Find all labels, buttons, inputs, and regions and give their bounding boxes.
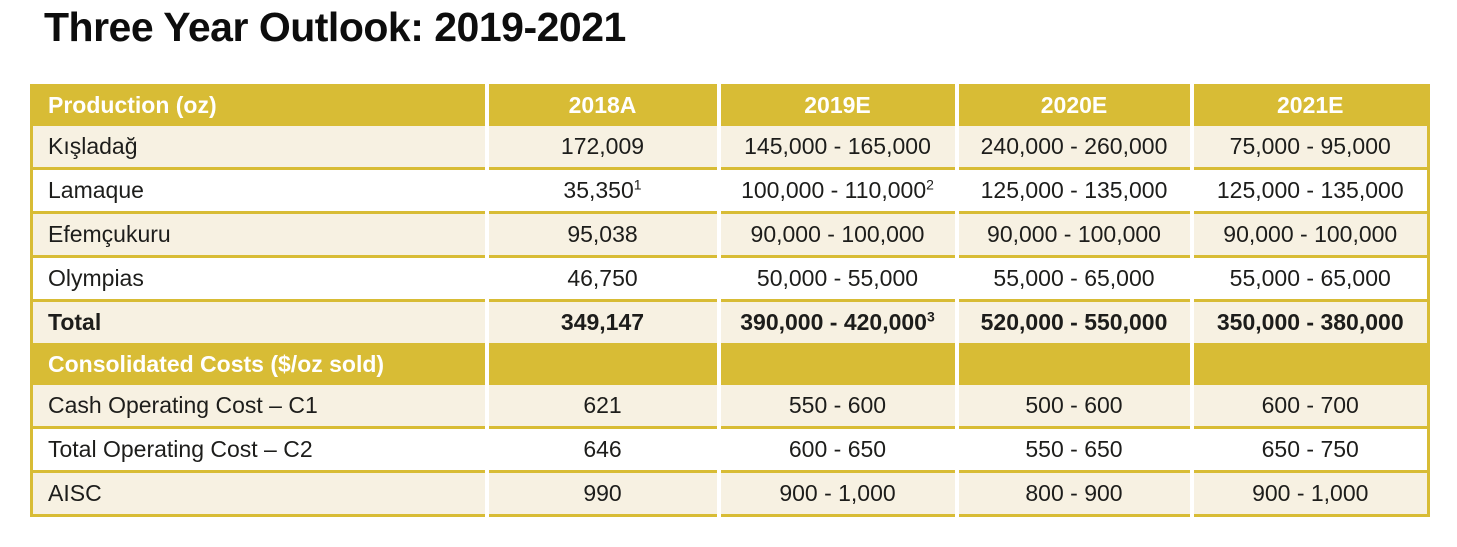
value-cell: 75,000 - 95,000 — [1189, 123, 1429, 169]
empty-cell — [1189, 343, 1429, 384]
production-header-label: Production (oz) — [31, 85, 487, 125]
production-row-lamaque: Lamaque 35,3501 100,000 - 110,0002 125,0… — [31, 167, 1429, 213]
value-cell: 55,000 - 65,000 — [954, 255, 1192, 301]
production-row-efemcukuru: Efemçukuru 95,038 90,000 - 100,000 90,00… — [31, 211, 1429, 257]
value-cell: 240,000 - 260,000 — [954, 123, 1192, 169]
value: 35,350 — [563, 177, 634, 203]
footnote-marker: 3 — [926, 308, 935, 325]
row-label: Lamaque — [31, 167, 487, 213]
row-label: Kışladağ — [31, 123, 487, 169]
production-header-row: Production (oz) 2018A 2019E 2020E 2021E — [31, 85, 1429, 125]
empty-cell — [484, 343, 719, 384]
footnote-marker: 1 — [633, 176, 642, 193]
value-cell: 172,009 — [484, 123, 719, 169]
value-cell: 125,000 - 135,000 — [954, 167, 1192, 213]
value-cell: 35,3501 — [484, 167, 719, 213]
value-cell: 125,000 - 135,000 — [1189, 167, 1429, 213]
value-cell: 520,000 - 550,000 — [954, 299, 1192, 345]
value-cell: 95,038 — [484, 211, 719, 257]
row-label: Total — [31, 299, 487, 345]
outlook-table: Production (oz) 2018A 2019E 2020E 2021E … — [30, 84, 1430, 517]
row-label: Total Operating Cost – C2 — [31, 426, 487, 472]
row-label: AISC — [31, 470, 487, 516]
costs-header-row: Consolidated Costs ($/oz sold) — [31, 343, 1429, 384]
column-header-2019e: 2019E — [716, 85, 957, 125]
value-cell: 646 — [484, 426, 719, 472]
value-cell: 50,000 - 55,000 — [716, 255, 957, 301]
value-cell: 145,000 - 165,000 — [716, 123, 957, 169]
value-cell: 90,000 - 100,000 — [716, 211, 957, 257]
production-row-total: Total 349,147 390,000 - 420,0003 520,000… — [31, 299, 1429, 345]
value-cell: 46,750 — [484, 255, 719, 301]
cost-row-c1: Cash Operating Cost – C1 621 550 - 600 5… — [31, 382, 1429, 428]
value-cell: 350,000 - 380,000 — [1189, 299, 1429, 345]
page-title: Three Year Outlook: 2019-2021 — [44, 4, 626, 50]
column-header-2018a: 2018A — [484, 85, 719, 125]
empty-cell — [954, 343, 1192, 384]
value-cell: 600 - 700 — [1189, 382, 1429, 428]
row-label: Efemçukuru — [31, 211, 487, 257]
value-cell: 390,000 - 420,0003 — [716, 299, 957, 345]
value-cell: 500 - 600 — [954, 382, 1192, 428]
value-cell: 349,147 — [484, 299, 719, 345]
row-label: Olympias — [31, 255, 487, 301]
column-header-2021e: 2021E — [1189, 85, 1429, 125]
value-cell: 990 — [484, 470, 719, 516]
row-label: Cash Operating Cost – C1 — [31, 382, 487, 428]
production-row-olympias: Olympias 46,750 50,000 - 55,000 55,000 -… — [31, 255, 1429, 301]
value-cell: 550 - 650 — [954, 426, 1192, 472]
value-cell: 800 - 900 — [954, 470, 1192, 516]
value-cell: 550 - 600 — [716, 382, 957, 428]
footnote-marker: 2 — [926, 176, 934, 193]
value-cell: 621 — [484, 382, 719, 428]
costs-header-label: Consolidated Costs ($/oz sold) — [31, 343, 487, 384]
empty-cell — [716, 343, 957, 384]
value-cell: 600 - 650 — [716, 426, 957, 472]
production-row-kisladag: Kışladağ 172,009 145,000 - 165,000 240,0… — [31, 123, 1429, 169]
value: 390,000 - 420,000 — [740, 309, 927, 335]
value-cell: 90,000 - 100,000 — [1189, 211, 1429, 257]
value-cell: 55,000 - 65,000 — [1189, 255, 1429, 301]
value-cell: 90,000 - 100,000 — [954, 211, 1192, 257]
value-cell: 900 - 1,000 — [716, 470, 957, 516]
column-header-2020e: 2020E — [954, 85, 1192, 125]
cost-row-c2: Total Operating Cost – C2 646 600 - 650 … — [31, 426, 1429, 472]
value-cell: 650 - 750 — [1189, 426, 1429, 472]
value-cell: 900 - 1,000 — [1189, 470, 1429, 516]
cost-row-aisc: AISC 990 900 - 1,000 800 - 900 900 - 1,0… — [31, 470, 1429, 516]
value: 100,000 - 110,000 — [741, 177, 927, 203]
value-cell: 100,000 - 110,0002 — [716, 167, 957, 213]
